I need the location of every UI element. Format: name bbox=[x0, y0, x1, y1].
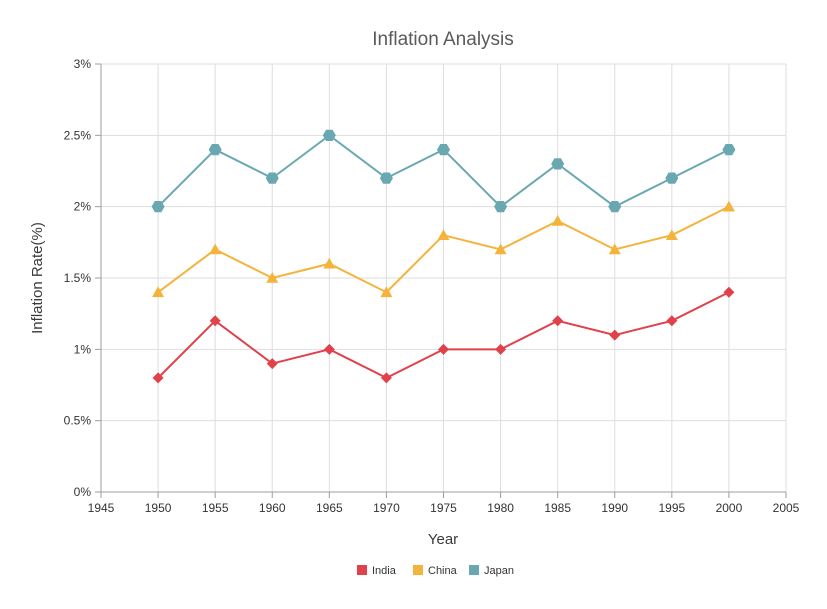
data-point-japan bbox=[437, 143, 450, 156]
x-tick-label: 1980 bbox=[487, 501, 514, 515]
data-point-india bbox=[552, 315, 564, 327]
x-axis-title: Year bbox=[428, 531, 458, 548]
data-point-japan bbox=[665, 172, 679, 184]
data-point-india bbox=[152, 372, 164, 384]
y-tick-label: 3% bbox=[74, 57, 92, 71]
y-tick-label: 2.5% bbox=[64, 128, 92, 142]
data-point-japan bbox=[494, 201, 508, 213]
data-point-china bbox=[551, 214, 564, 226]
data-point-india bbox=[495, 343, 507, 355]
x-tick-label: 1975 bbox=[430, 501, 457, 515]
series-china bbox=[152, 200, 735, 298]
data-point-china bbox=[437, 229, 450, 240]
grid-layer bbox=[101, 63, 787, 492]
x-tick-label: 1955 bbox=[202, 501, 229, 515]
data-point-india bbox=[723, 286, 735, 298]
data-point-india bbox=[266, 358, 278, 370]
legend-swatch-china bbox=[413, 565, 423, 575]
x-tick-label: 2005 bbox=[773, 501, 800, 515]
data-point-india bbox=[666, 315, 678, 327]
x-tick-label: 1985 bbox=[544, 501, 571, 515]
axis-layer: 1945 1950 1955 1960 1965 1970 1975 1980 1985 1990… bbox=[64, 57, 800, 515]
data-point-india bbox=[438, 343, 449, 355]
data-point-japan bbox=[265, 172, 279, 184]
data-point-china bbox=[665, 229, 678, 240]
data-point-china bbox=[323, 257, 336, 269]
data-point-japan bbox=[379, 172, 393, 184]
series-india bbox=[152, 286, 735, 384]
data-point-japan bbox=[722, 143, 736, 156]
chart-title: Inflation Analysis bbox=[372, 29, 514, 50]
data-point-india bbox=[609, 329, 621, 341]
data-point-india bbox=[380, 372, 392, 384]
x-tick-label: 1990 bbox=[601, 501, 628, 515]
legend-swatch-japan bbox=[469, 565, 479, 575]
series-japan bbox=[151, 129, 736, 213]
y-tick-label: 2% bbox=[74, 200, 92, 214]
data-point-china bbox=[209, 243, 222, 255]
legend: India China Japan bbox=[357, 565, 514, 577]
data-point-china bbox=[722, 200, 735, 212]
data-point-japan bbox=[608, 201, 622, 213]
y-tick-label: 0.5% bbox=[64, 414, 92, 428]
data-point-china bbox=[266, 272, 279, 283]
y-axis-title: Inflation Rate(%) bbox=[29, 222, 46, 334]
y-tick-label: 1.5% bbox=[64, 271, 92, 285]
series-layer bbox=[151, 129, 736, 384]
legend-label-china: China bbox=[428, 565, 458, 577]
data-point-japan bbox=[151, 201, 165, 213]
legend-label-india: India bbox=[372, 565, 397, 577]
data-point-china bbox=[152, 286, 165, 298]
data-point-china bbox=[494, 243, 507, 255]
data-point-china bbox=[608, 243, 621, 255]
legend-label-japan: Japan bbox=[484, 565, 514, 577]
x-tick-label: 1995 bbox=[658, 501, 685, 515]
x-tick-label: 2000 bbox=[716, 501, 743, 515]
x-tick-label: 1960 bbox=[259, 501, 286, 515]
y-tick-label: 1% bbox=[74, 342, 92, 356]
data-point-japan bbox=[208, 143, 222, 156]
legend-item-india: India bbox=[357, 565, 397, 577]
x-tick-label: 1965 bbox=[316, 501, 343, 515]
legend-item-china: China bbox=[413, 565, 458, 577]
legend-swatch-india bbox=[357, 565, 367, 575]
data-point-india bbox=[323, 343, 335, 355]
y-tick-label: 0% bbox=[74, 485, 92, 499]
data-point-japan bbox=[322, 129, 336, 141]
x-tick-label: 1970 bbox=[373, 501, 400, 515]
x-tick-label: 1945 bbox=[88, 501, 115, 515]
legend-item-japan: Japan bbox=[469, 565, 514, 577]
data-point-india bbox=[209, 315, 221, 327]
data-point-china bbox=[380, 286, 393, 298]
data-point-japan bbox=[551, 158, 565, 170]
x-tick-label: 1950 bbox=[145, 501, 172, 515]
